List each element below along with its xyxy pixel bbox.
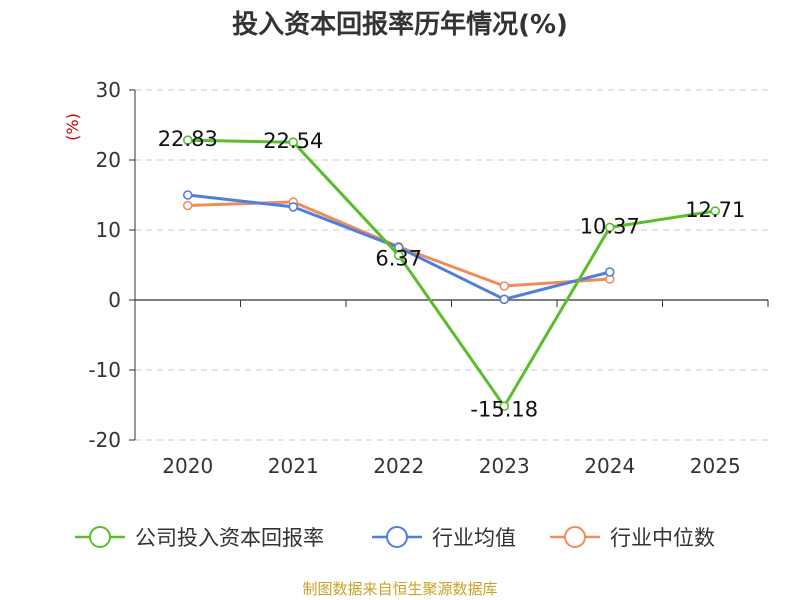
data-point xyxy=(182,200,193,211)
data-labels: 22.83 22.54 6.37 -15.18 10.37 12.71 xyxy=(158,127,746,421)
legend-marker xyxy=(386,526,408,548)
legend-item[interactable]: 公司投入资本回报率 xyxy=(75,526,324,550)
legend-marker xyxy=(564,526,586,548)
data-label: 12.71 xyxy=(685,198,745,222)
data-point xyxy=(182,135,193,145)
series-lines xyxy=(182,135,721,412)
data-point xyxy=(393,250,404,261)
legend-label: 行业中位数 xyxy=(610,526,715,550)
y-tick-labels: 30 20 10 0 -10 -20 xyxy=(88,78,121,452)
y-tick-label: 30 xyxy=(96,78,121,102)
legend-marker xyxy=(89,526,111,548)
data-point xyxy=(288,137,299,148)
data-label: -15.18 xyxy=(470,397,538,421)
data-label: 22.83 xyxy=(158,127,218,151)
legend-item[interactable]: 行业中位数 xyxy=(550,526,715,550)
legend: 公司投入资本回报率 行业均值 行业中位数 xyxy=(75,526,715,550)
data-point xyxy=(604,222,615,233)
data-point xyxy=(604,267,615,277)
x-tick-label: 2020 xyxy=(162,454,213,478)
y-axis-unit: (%) xyxy=(63,113,82,141)
data-label: 6.37 xyxy=(375,246,422,270)
chart-title: 投入资本回报率历年情况(%) xyxy=(232,9,568,40)
data-point xyxy=(288,202,299,212)
legend-label: 行业均值 xyxy=(432,526,516,550)
axes xyxy=(129,89,769,441)
y-tick-label: 20 xyxy=(96,148,121,172)
data-point xyxy=(182,190,193,200)
y-tick-label: -10 xyxy=(88,358,121,382)
y-tick-label: 10 xyxy=(96,218,121,242)
x-tick-label: 2021 xyxy=(268,454,319,478)
data-point xyxy=(499,294,510,305)
y-tick-label: 0 xyxy=(108,288,121,312)
data-point xyxy=(499,281,510,291)
data-point xyxy=(499,401,510,412)
data-point xyxy=(710,206,721,216)
legend-item[interactable]: 行业均值 xyxy=(372,526,516,550)
data-label: 10.37 xyxy=(580,214,640,238)
x-tick-label: 2022 xyxy=(373,454,424,478)
source-note: 制图数据来自恒生聚源数据库 xyxy=(302,580,497,598)
x-tick-label: 2023 xyxy=(479,454,530,478)
series-line xyxy=(187,138,716,408)
x-tick-label: 2024 xyxy=(584,454,635,478)
x-tick-labels: 2020 2021 2022 2023 2024 2025 xyxy=(162,454,740,478)
x-tick-label: 2025 xyxy=(690,454,741,478)
y-tick-label: -20 xyxy=(88,428,121,452)
data-label: 22.54 xyxy=(263,129,323,153)
legend-label: 公司投入资本回报率 xyxy=(135,526,324,550)
